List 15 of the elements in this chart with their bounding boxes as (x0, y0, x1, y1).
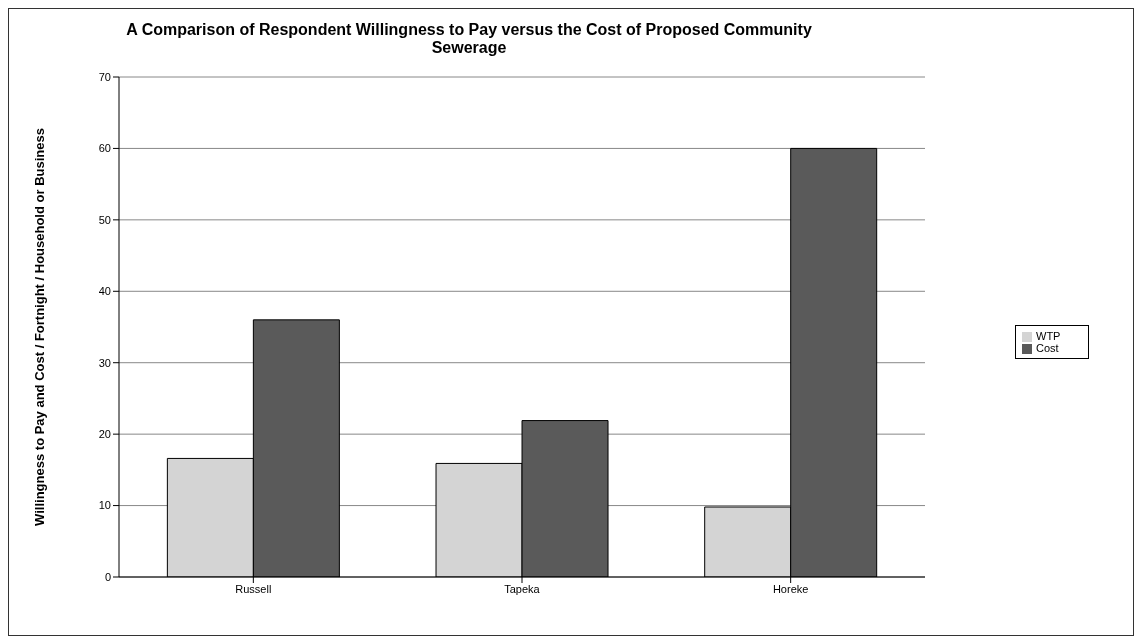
y-tick-label: 10 (98, 499, 111, 512)
y-tick-label: 20 (98, 428, 111, 441)
y-tick-label: 0 (104, 570, 111, 583)
y-tick-label: 60 (98, 142, 111, 155)
legend-label: WTP (1036, 329, 1061, 342)
y-axis-title: Willingness to Pay and Cost / Fortnight / Household or Business (31, 128, 47, 526)
x-tick-label: Horeke (772, 582, 809, 595)
legend-label: Cost (1036, 342, 1059, 354)
y-tick-label: 70 (98, 70, 111, 83)
y-tick-label: 30 (98, 356, 111, 369)
y-tick-label: 50 (98, 213, 111, 226)
y-tick-label: 40 (98, 285, 111, 298)
x-tick-label: Russell (235, 582, 272, 595)
x-tick-label: Tapeka (504, 582, 541, 595)
chart-title: A Comparison of Respondent Willingness to Pay versus the Cost of Proposed Community Sewerage (125, 20, 813, 57)
